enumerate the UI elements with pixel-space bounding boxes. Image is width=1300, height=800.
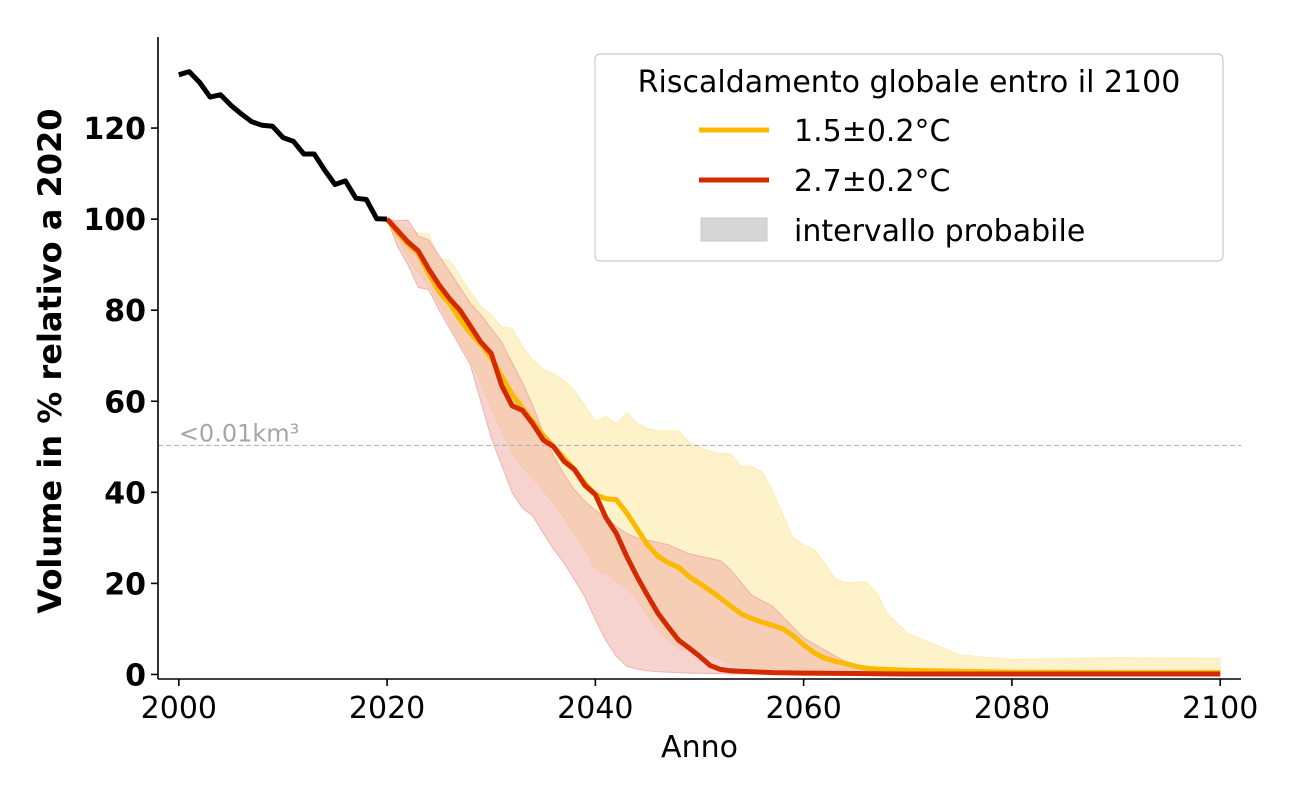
y-tick-label: 60 [104, 385, 146, 420]
x-tick-label: 2100 [1182, 691, 1258, 726]
x-tick-label: 2060 [765, 691, 841, 726]
legend-entry-1-5: 1.5±0.2°C [699, 114, 951, 149]
threshold-label: <0.01km³ [179, 419, 299, 447]
legend-swatch-likely-range [700, 217, 768, 242]
y-tick-label: 120 [83, 112, 146, 147]
x-tick-label: 2000 [141, 691, 217, 726]
uncertainty-bands [385, 218, 1221, 675]
legend-title: Riscaldamento globale entro il 2100 [638, 65, 1181, 100]
legend-label-2-7: 2.7±0.2°C [794, 164, 951, 199]
legend-entry-range: intervallo probabile [700, 214, 1085, 249]
x-ticks: 2000 2020 2040 2060 2080 2100 [141, 679, 1258, 726]
legend-label-1-5: 1.5±0.2°C [794, 114, 951, 149]
legend-entry-2-7: 2.7±0.2°C [699, 164, 951, 199]
y-tick-label: 0 [125, 658, 146, 693]
series-lines [178, 69, 1221, 677]
series-line-historical [178, 69, 388, 222]
y-tick-label: 20 [104, 567, 146, 602]
y-tick-label: 80 [104, 294, 146, 329]
y-tick-label: 100 [83, 203, 146, 238]
threshold-group: <0.01km³ [158, 419, 1241, 447]
legend-box [594, 53, 1224, 262]
y-ticks: 0 20 40 60 80 100 120 [83, 112, 158, 693]
x-tick-label: 2020 [349, 691, 425, 726]
x-tick-label: 2040 [557, 691, 633, 726]
series-line-2-7 [385, 217, 1221, 677]
legend: Riscaldamento globale entro il 2100 1.5±… [594, 53, 1224, 262]
x-tick-label: 2080 [974, 691, 1050, 726]
legend-label-likely-range: intervallo probabile [794, 214, 1085, 249]
y-axis-label: Volume in % relativo a 2020 [31, 108, 69, 613]
x-axis-label: Anno [661, 730, 738, 765]
y-tick-label: 40 [104, 476, 146, 511]
